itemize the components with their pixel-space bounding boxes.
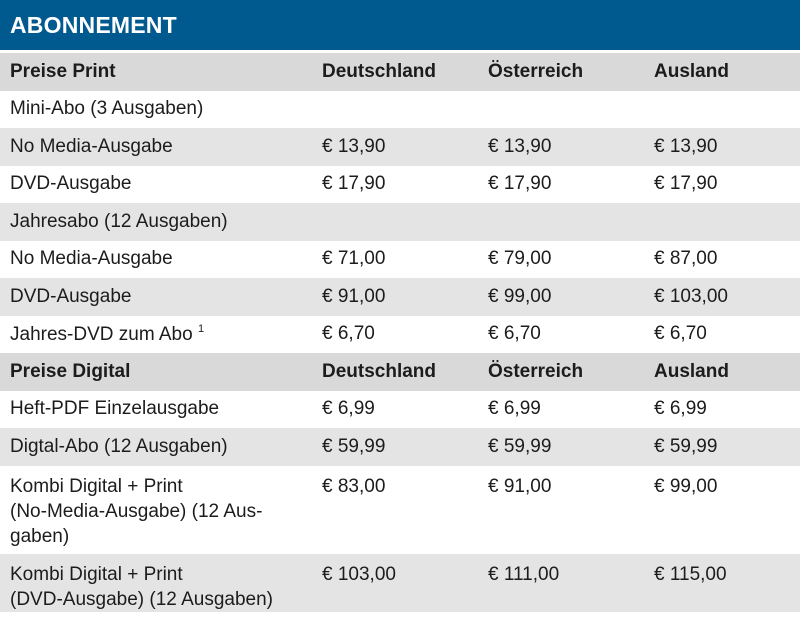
footnote-marker: 1 — [197, 322, 205, 335]
price-table: Preise Print Deutschland Österreich Ausl… — [0, 53, 800, 612]
price-ausland: € 6,99 — [644, 390, 800, 428]
table-row: DVD-Ausgabe € 91,00 € 99,00 € 103,00 — [0, 278, 800, 316]
price-ausland: € 115,00 — [644, 553, 800, 612]
row-label: No Media-Ausgabe — [0, 240, 312, 278]
price-ausland: € 103,00 — [644, 278, 800, 316]
price-ausland: € 6,70 — [644, 315, 800, 353]
table-row: Digtal-Abo (12 Ausgaben) € 59,99 € 59,99… — [0, 428, 800, 466]
price-deutschland: € 71,00 — [312, 240, 478, 278]
price-deutschland — [312, 90, 478, 128]
price-ausland: € 17,90 — [644, 165, 800, 203]
digital-header-label: Preise Digital — [0, 353, 312, 391]
digital-header-row: Preise Digital Deutschland Österreich Au… — [0, 353, 800, 391]
row-label-line: gaben) — [10, 525, 70, 547]
row-label: Kombi Digital + Print (DVD-Ausgabe) (12 … — [0, 553, 312, 612]
header-deutschland: Deutschland — [312, 353, 478, 391]
print-header-label: Preise Print — [0, 53, 312, 91]
price-ausland: € 87,00 — [644, 240, 800, 278]
price-oesterreich — [478, 90, 644, 128]
row-label: Heft-PDF Einzelausgabe — [0, 390, 312, 428]
header-ausland: Ausland — [644, 53, 800, 91]
title-divider — [0, 50, 800, 53]
price-oesterreich: € 6,70 — [478, 315, 644, 353]
price-deutschland: € 6,70 — [312, 315, 478, 353]
price-deutschland: € 83,00 — [312, 465, 478, 554]
price-ausland — [644, 203, 800, 241]
row-label: Jahresabo (12 Ausgaben) — [0, 203, 312, 241]
header-oesterreich: Österreich — [478, 353, 644, 391]
table-row: Mini-Abo (3 Ausgaben) — [0, 90, 800, 128]
table-row: Jahres-DVD zum Abo 1 € 6,70 € 6,70 € 6,7… — [0, 315, 800, 353]
table-row: Kombi Digital + Print (No-Media-Ausgabe)… — [0, 465, 800, 554]
row-label-line: Kombi Digital + Print — [10, 563, 183, 585]
price-oesterreich: € 59,99 — [478, 428, 644, 466]
price-deutschland — [312, 203, 478, 241]
row-label: DVD-Ausgabe — [0, 278, 312, 316]
price-oesterreich: € 79,00 — [478, 240, 644, 278]
price-deutschland: € 13,90 — [312, 128, 478, 166]
header-deutschland: Deutschland — [312, 53, 478, 91]
row-label: DVD-Ausgabe — [0, 165, 312, 203]
table-row: No Media-Ausgabe € 13,90 € 13,90 € 13,90 — [0, 128, 800, 166]
row-label-text: Jahres-DVD zum Abo — [10, 323, 193, 345]
price-ausland: € 59,99 — [644, 428, 800, 466]
header-oesterreich: Österreich — [478, 53, 644, 91]
price-oesterreich — [478, 203, 644, 241]
row-label: Digtal-Abo (12 Ausgaben) — [0, 428, 312, 466]
table-row: No Media-Ausgabe € 71,00 € 79,00 € 87,00 — [0, 240, 800, 278]
price-deutschland: € 6,99 — [312, 390, 478, 428]
row-label-line: (No-Media-Ausgabe) (12 Aus- — [10, 500, 263, 522]
price-ausland: € 99,00 — [644, 465, 800, 554]
price-deutschland: € 91,00 — [312, 278, 478, 316]
table-row: Heft-PDF Einzelausgabe € 6,99 € 6,99 € 6… — [0, 390, 800, 428]
price-oesterreich: € 91,00 — [478, 465, 644, 554]
row-label: Jahres-DVD zum Abo 1 — [0, 315, 312, 353]
row-label-line: (DVD-Ausgabe) (12 Ausgaben) — [10, 588, 273, 610]
price-ausland: € 13,90 — [644, 128, 800, 166]
print-header-row: Preise Print Deutschland Österreich Ausl… — [0, 53, 800, 91]
price-oesterreich: € 111,00 — [478, 553, 644, 612]
price-deutschland: € 17,90 — [312, 165, 478, 203]
table-title: ABONNEMENT — [0, 0, 800, 50]
table-row: Kombi Digital + Print (DVD-Ausgabe) (12 … — [0, 553, 800, 612]
price-deutschland: € 103,00 — [312, 553, 478, 612]
row-label: Mini-Abo (3 Ausgaben) — [0, 90, 312, 128]
price-oesterreich: € 17,90 — [478, 165, 644, 203]
table-row: DVD-Ausgabe € 17,90 € 17,90 € 17,90 — [0, 165, 800, 203]
row-label: No Media-Ausgabe — [0, 128, 312, 166]
price-oesterreich: € 13,90 — [478, 128, 644, 166]
price-oesterreich: € 6,99 — [478, 390, 644, 428]
row-label: Kombi Digital + Print (No-Media-Ausgabe)… — [0, 465, 312, 554]
header-ausland: Ausland — [644, 353, 800, 391]
table-row: Jahresabo (12 Ausgaben) — [0, 203, 800, 241]
price-oesterreich: € 99,00 — [478, 278, 644, 316]
row-label-line: Kombi Digital + Print — [10, 475, 183, 497]
price-deutschland: € 59,99 — [312, 428, 478, 466]
price-ausland — [644, 90, 800, 128]
